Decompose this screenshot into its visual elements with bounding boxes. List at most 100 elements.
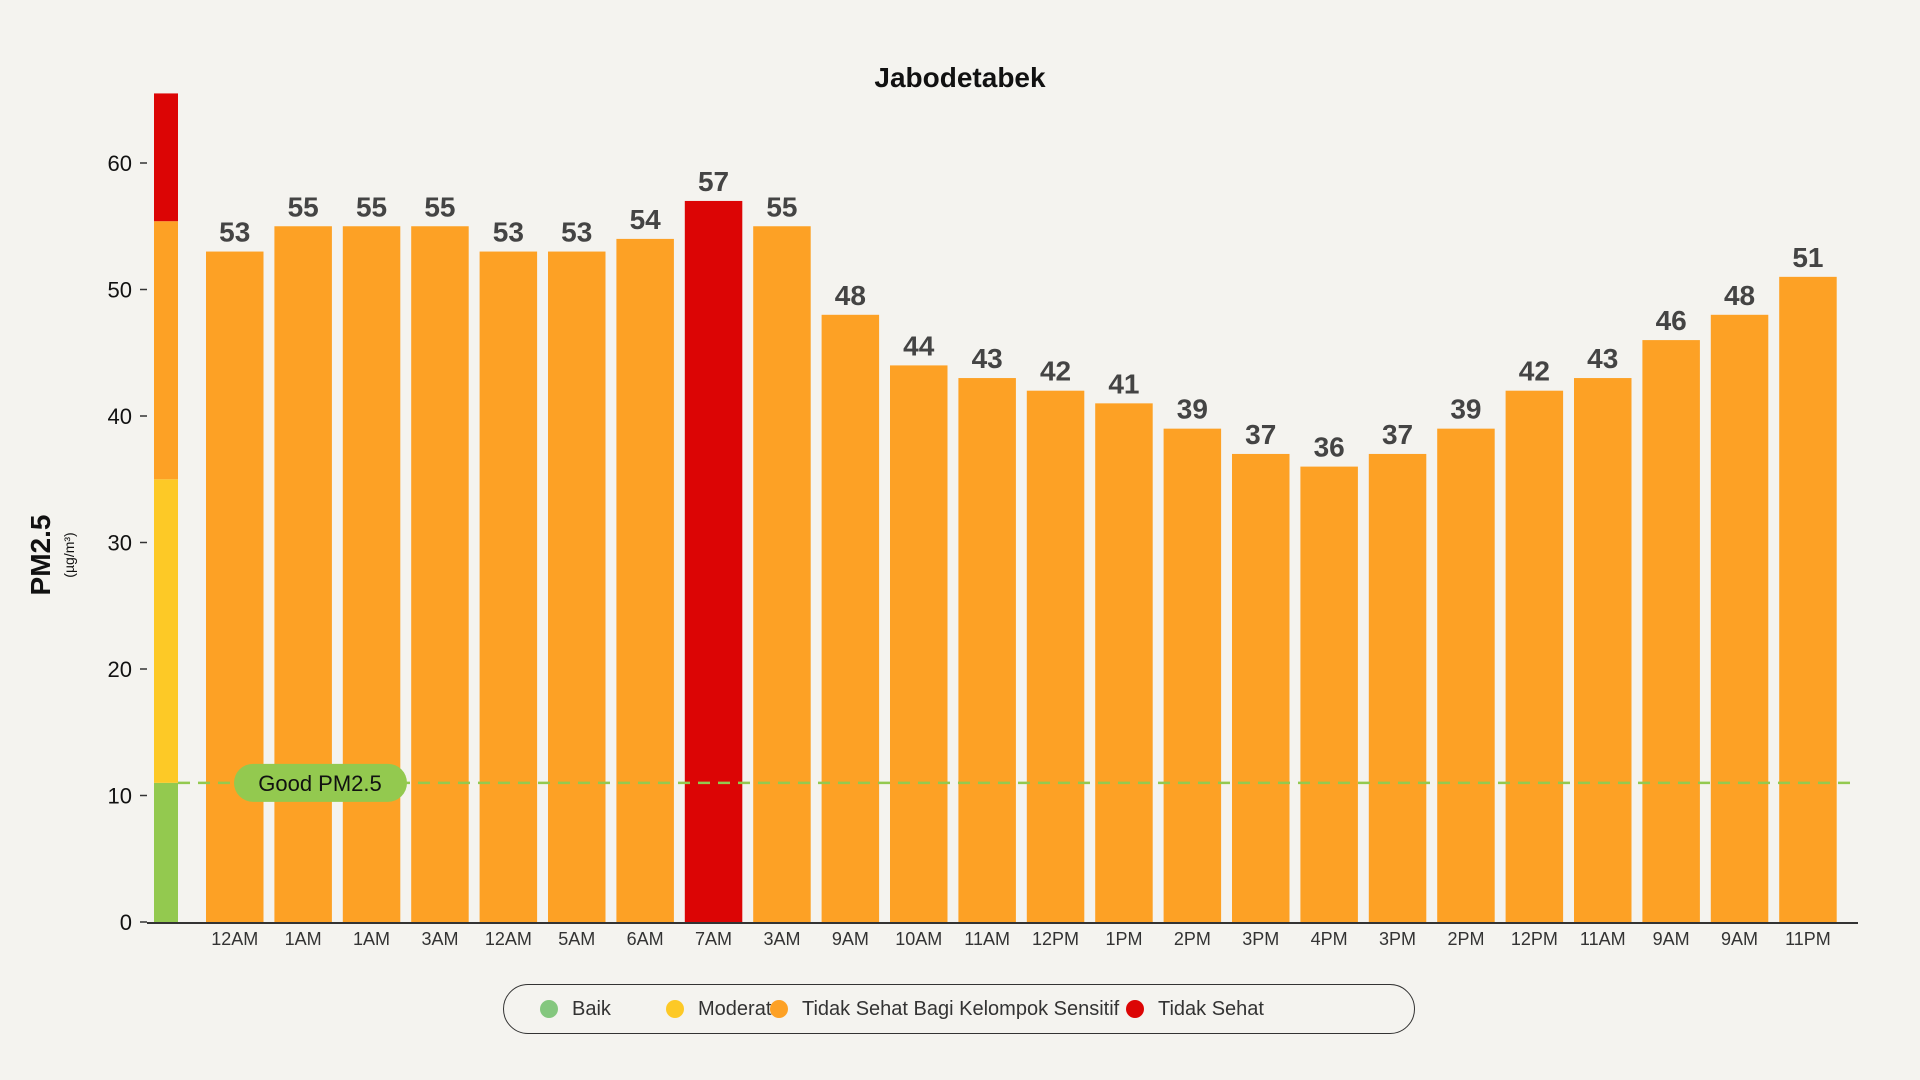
x-tick-label: 11PM: [1785, 929, 1831, 949]
x-tick-label: 3AM: [421, 929, 458, 949]
y-axis-unit: (µg/m³): [61, 532, 77, 577]
bar-value-label: 51: [1792, 242, 1823, 273]
x-tick-label: 9AM: [1721, 929, 1758, 949]
x-tick-label: 1PM: [1105, 929, 1142, 949]
x-tick-label: 9AM: [832, 929, 869, 949]
y-tick-label: 60: [108, 151, 132, 176]
bar-value-label: 54: [630, 204, 662, 235]
bar: [1368, 453, 1427, 922]
x-tick-label: 11AM: [964, 929, 1010, 949]
bar-value-label: 53: [561, 217, 592, 248]
bar: [753, 226, 811, 922]
legend-dot-icon: [540, 1000, 558, 1018]
legend-label: Baik: [572, 997, 611, 1020]
y-axis-label: PM2.5: [25, 515, 56, 596]
bar: [1095, 403, 1153, 923]
bar-value-label: 36: [1314, 432, 1345, 463]
legend-dot-icon: [666, 1000, 684, 1018]
y-tick-label: 0: [120, 910, 132, 935]
x-tick-label: 7AM: [695, 929, 732, 949]
scale-band: [154, 479, 178, 783]
bar-value-label: 53: [219, 217, 250, 248]
bar: [616, 238, 674, 922]
bar: [1574, 378, 1632, 922]
x-tick-label: 12AM: [211, 929, 258, 949]
bar-value-label: 39: [1177, 394, 1208, 425]
scale-band: [154, 221, 178, 480]
scale-band: [154, 93, 178, 222]
y-tick-label: 50: [108, 278, 132, 303]
bar: [1163, 428, 1222, 922]
x-tick-label: 1AM: [285, 929, 322, 949]
bar-value-label: 48: [1724, 280, 1755, 311]
x-tick-label: 3AM: [763, 929, 800, 949]
bar-value-label: 48: [835, 280, 866, 311]
bar-value-label: 43: [1587, 343, 1618, 374]
bar: [1300, 466, 1358, 922]
legend-item: Baik: [540, 998, 611, 1021]
bar-value-label: 55: [766, 191, 797, 222]
legend-dot-icon: [770, 1000, 788, 1018]
legend-dot-icon: [1126, 1000, 1144, 1018]
bar: [684, 200, 743, 922]
legend-label: Tidak Sehat: [1158, 997, 1264, 1020]
y-tick-label: 10: [108, 784, 132, 809]
x-tick-label: 12AM: [485, 929, 532, 949]
legend: Baik Moderat Tidak Sehat Bagi Kelompok Sen…: [503, 984, 1415, 1034]
bar-value-label: 41: [1108, 368, 1139, 399]
bar-value-label: 43: [972, 343, 1003, 374]
bar: [1026, 390, 1085, 922]
bar: [479, 251, 538, 923]
x-tick-label: 10AM: [895, 929, 942, 949]
bar: [1232, 453, 1290, 922]
bar-value-label: 44: [903, 330, 935, 361]
legend-label: Moderat: [698, 997, 772, 1020]
legend-item: Tidak Sehat: [1126, 998, 1264, 1021]
scale-band: [154, 782, 178, 922]
bar-value-label: 37: [1245, 419, 1276, 450]
bar: [958, 378, 1016, 922]
bar-value-label: 55: [424, 191, 455, 222]
x-tick-label: 1AM: [353, 929, 390, 949]
x-tick-label: 3PM: [1242, 929, 1279, 949]
bar: [274, 226, 332, 922]
bar-value-label: 37: [1382, 419, 1413, 450]
bar: [1505, 390, 1564, 922]
x-tick-label: 3PM: [1379, 929, 1416, 949]
x-tick-label: 6AM: [627, 929, 664, 949]
legend-item: Tidak Sehat Bagi Kelompok Sensitif: [770, 998, 1119, 1021]
bar: [1779, 276, 1837, 923]
bar-value-label: 53: [493, 217, 524, 248]
x-tick-label: 2PM: [1174, 929, 1211, 949]
x-tick-label: 2PM: [1447, 929, 1484, 949]
bar-value-label: 42: [1040, 356, 1071, 387]
bar-value-label: 55: [288, 191, 319, 222]
y-tick-label: 30: [108, 531, 132, 556]
bar-value-label: 39: [1450, 394, 1481, 425]
y-tick-label: 40: [108, 404, 132, 429]
bar: [1437, 428, 1495, 922]
x-tick-label: 11AM: [1580, 929, 1626, 949]
bar: [342, 226, 401, 922]
bar: [1710, 314, 1769, 922]
bar: [821, 314, 880, 922]
bar-value-label: 46: [1656, 305, 1687, 336]
bar: [1642, 340, 1700, 923]
bar-value-label: 57: [698, 166, 729, 197]
x-tick-label: 12PM: [1511, 929, 1558, 949]
bar-value-label: 55: [356, 191, 387, 222]
x-tick-label: 9AM: [1653, 929, 1690, 949]
bar: [411, 226, 469, 922]
legend-label: Tidak Sehat Bagi Kelompok Sensitif: [802, 997, 1120, 1020]
reference-label: Good PM2.5: [258, 771, 382, 796]
x-tick-label: 5AM: [558, 929, 595, 949]
bar: [890, 365, 948, 922]
bar: [548, 251, 606, 923]
reference-label-pill: [234, 763, 407, 802]
legend-item: Moderat: [666, 998, 771, 1021]
bar-value-label: 42: [1519, 356, 1550, 387]
x-tick-label: 4PM: [1311, 929, 1348, 949]
x-tick-label: 12PM: [1032, 929, 1079, 949]
chart-title: Jabodetabek: [874, 62, 1046, 93]
